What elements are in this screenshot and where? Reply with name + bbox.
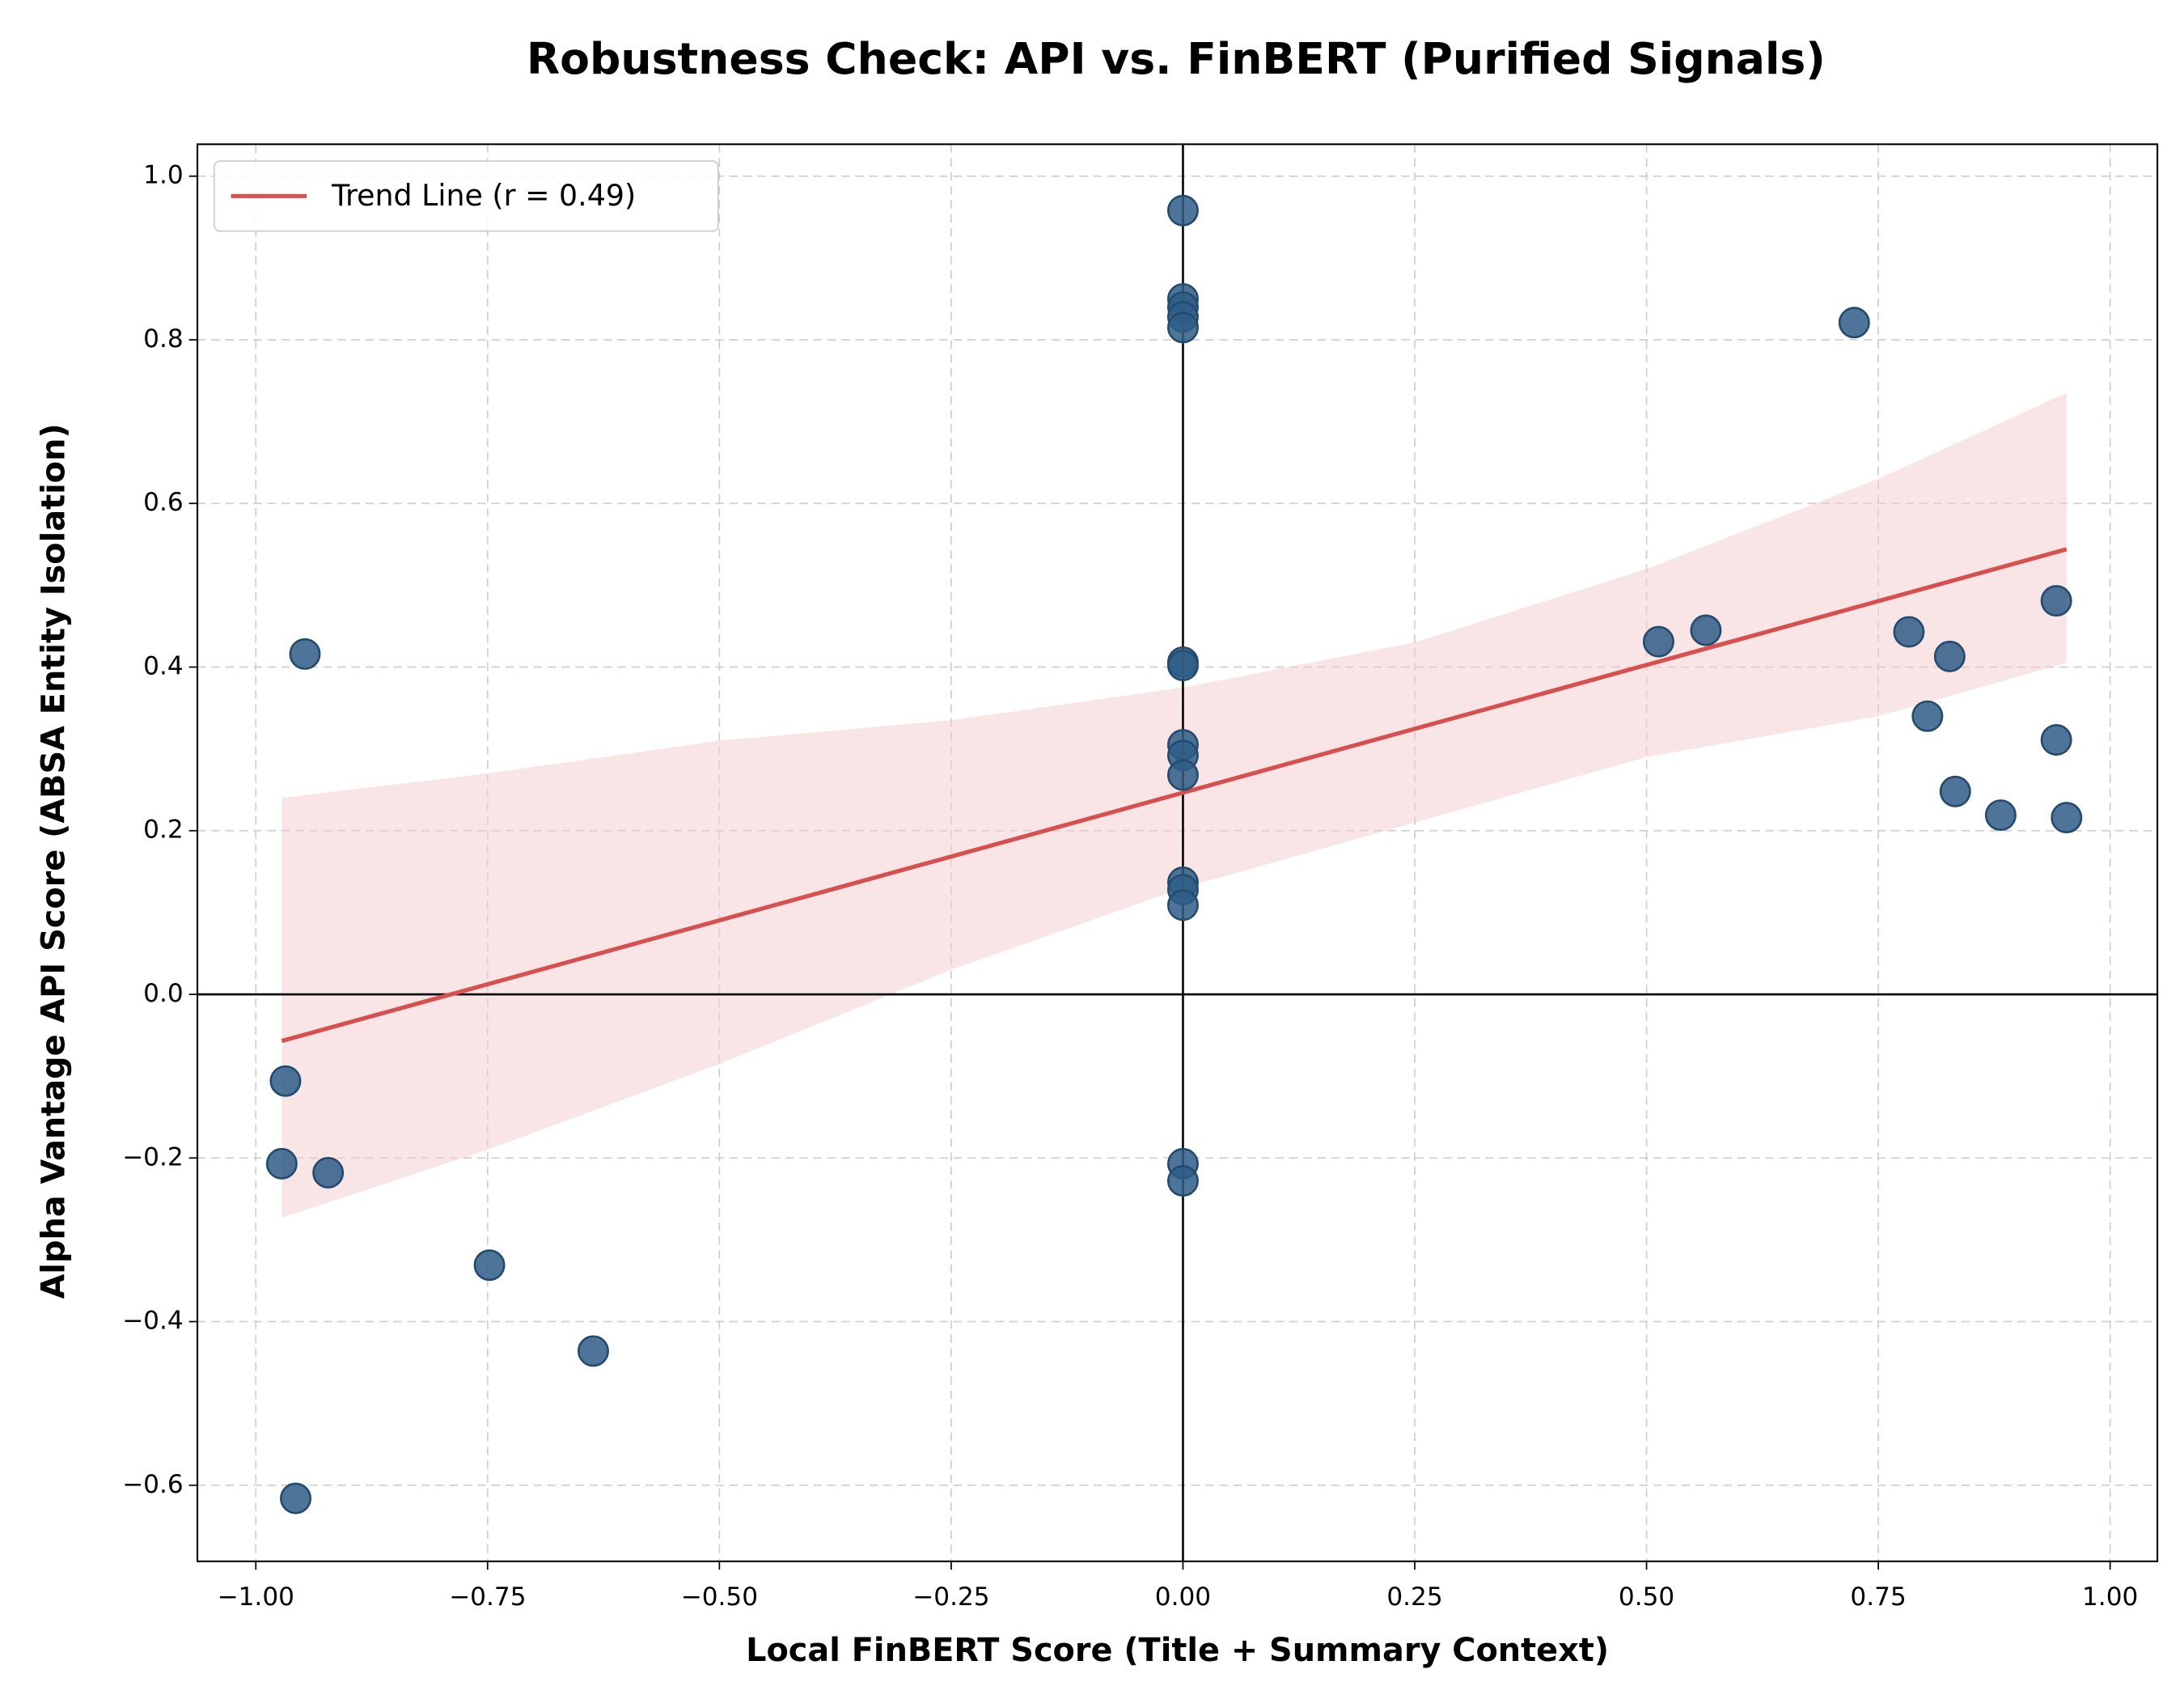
scatter-point xyxy=(1933,640,1966,672)
scatter-point xyxy=(1166,759,1199,791)
scatter-point xyxy=(1642,625,1674,658)
x-tick-label: 0.50 xyxy=(1619,1582,1674,1612)
scatter-point xyxy=(265,1147,298,1180)
scatter-point xyxy=(1911,700,1944,732)
scatter-point xyxy=(1838,307,1870,339)
x-tick-label: −0.50 xyxy=(681,1582,758,1612)
y-tick-label: 0.4 xyxy=(143,652,184,681)
x-tick-label: −0.25 xyxy=(912,1582,989,1612)
scatter-point xyxy=(473,1249,506,1282)
y-tick-label: 0.0 xyxy=(143,979,184,1008)
x-tick-label: 1.00 xyxy=(2082,1582,2138,1612)
x-tick-label: 0.75 xyxy=(1850,1582,1906,1612)
scatter-point xyxy=(2051,802,2083,834)
x-tick-label: −0.75 xyxy=(449,1582,526,1612)
scatter-point xyxy=(312,1157,345,1188)
confidence-band xyxy=(281,392,2067,1218)
scatter-point xyxy=(2040,724,2072,756)
legend-label: Trend Line (r = 0.49) xyxy=(331,178,636,213)
legend-box xyxy=(213,160,719,232)
scatter-point xyxy=(1166,889,1199,922)
y-axis-title: Alpha Vantage API Score (ABSA Entity Iso… xyxy=(36,423,73,1299)
chart-title: Robustness Check: API vs. FinBERT (Purif… xyxy=(527,33,1826,84)
scatter-point xyxy=(1690,614,1722,646)
scatter-point xyxy=(1166,650,1199,681)
scatter-point xyxy=(577,1335,609,1367)
x-tick-label: 0.25 xyxy=(1386,1582,1442,1612)
y-tick-label: −0.4 xyxy=(122,1307,184,1336)
scatter-point xyxy=(280,1482,312,1515)
plot-frame xyxy=(197,143,2159,1562)
scatter-point xyxy=(1939,775,1971,807)
y-tick-label: 0.6 xyxy=(143,488,184,517)
scatter-point xyxy=(1166,1165,1199,1197)
y-tick-label: 0.8 xyxy=(143,324,184,354)
scatter-point xyxy=(289,638,321,670)
scatter-point xyxy=(2040,585,2072,617)
scatter-point xyxy=(1166,311,1199,344)
scatter-point xyxy=(1893,616,1925,648)
x-tick-label: 0.00 xyxy=(1155,1582,1211,1612)
y-tick-label: −0.6 xyxy=(122,1470,184,1499)
x-axis-title: Local FinBERT Score (Title + Summary Con… xyxy=(746,1632,1609,1669)
scatter-point xyxy=(1166,194,1199,227)
x-tick-label: −1.00 xyxy=(218,1582,294,1612)
y-tick-label: 0.2 xyxy=(143,816,184,845)
trend-line xyxy=(281,547,2068,1044)
y-tick-label: −0.2 xyxy=(122,1142,184,1172)
scatter-point xyxy=(1984,799,2017,832)
y-tick-label: 1.0 xyxy=(143,161,184,190)
scatter-point xyxy=(269,1065,302,1097)
